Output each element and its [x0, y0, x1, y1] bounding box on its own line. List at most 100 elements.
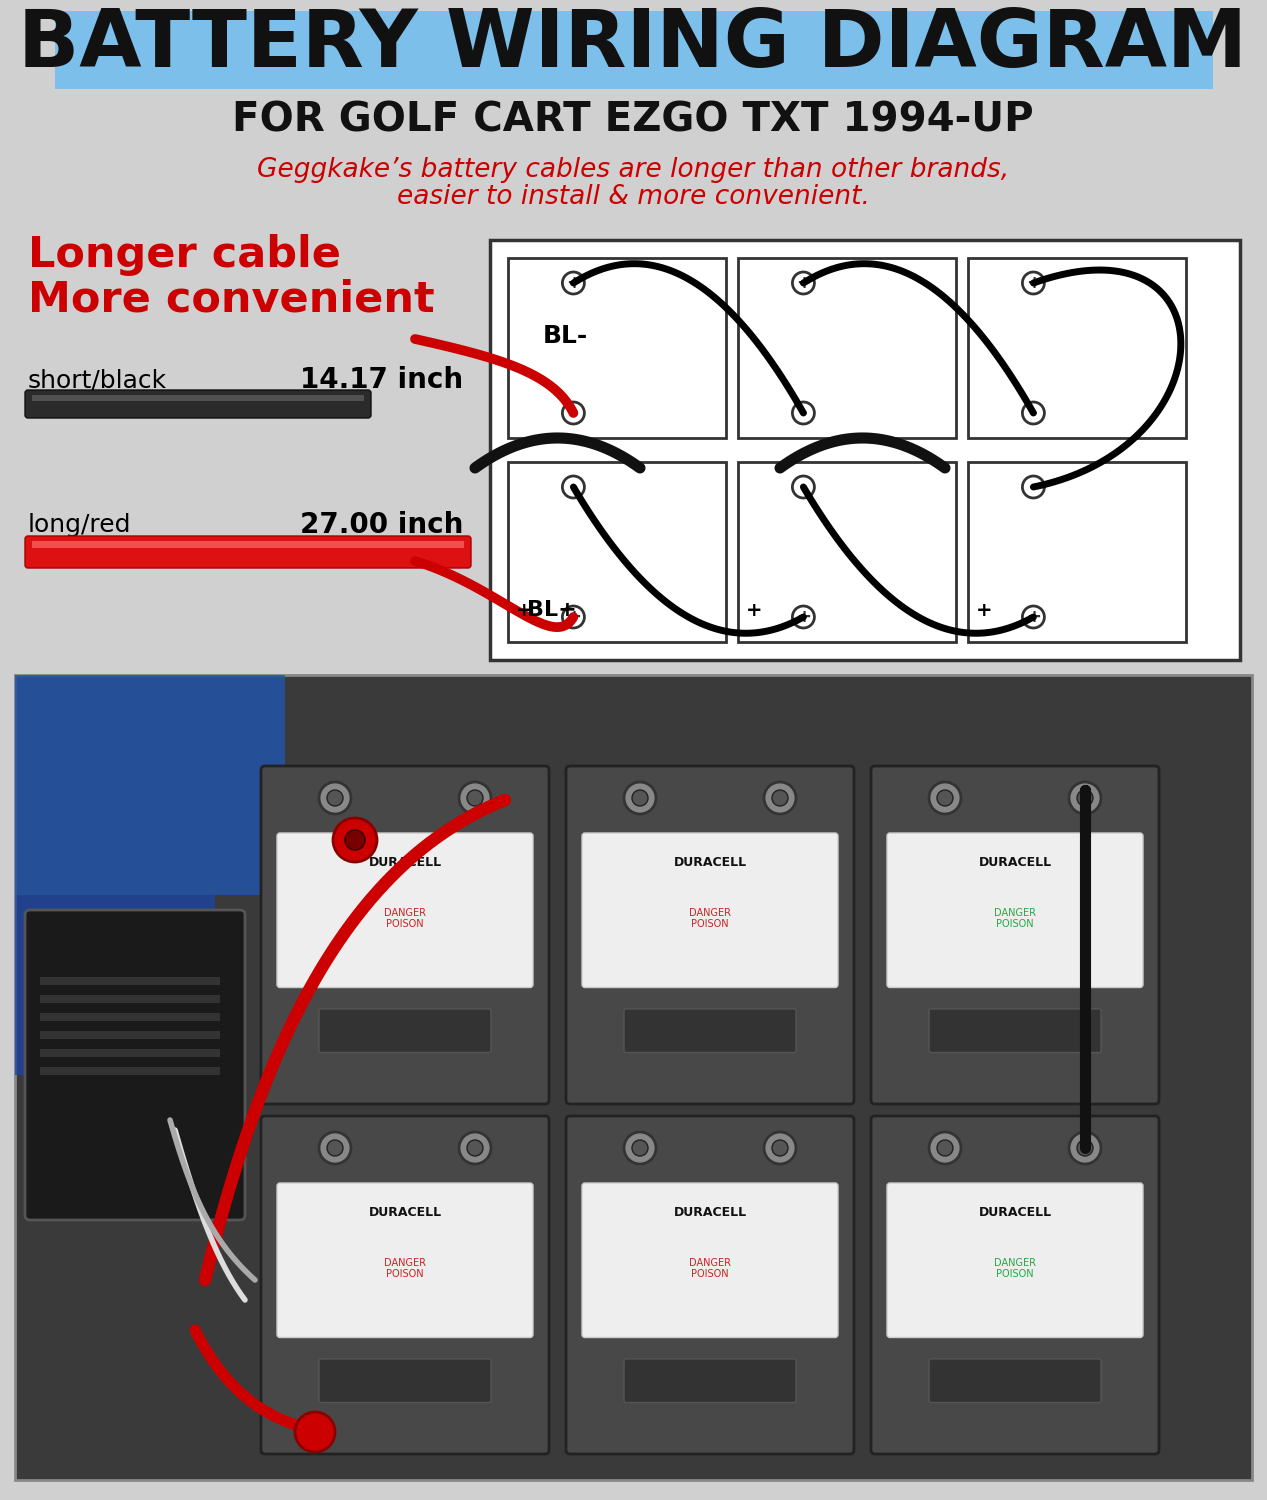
Text: FOR GOLF CART EZGO TXT 1994-UP: FOR GOLF CART EZGO TXT 1994-UP [232, 100, 1034, 140]
FancyBboxPatch shape [870, 1116, 1159, 1454]
Text: DURACELL: DURACELL [978, 1206, 1052, 1219]
Text: 27.00 inch: 27.00 inch [300, 512, 464, 538]
Circle shape [764, 782, 796, 814]
Circle shape [792, 606, 815, 628]
Circle shape [792, 272, 815, 294]
Text: -: - [1030, 404, 1038, 422]
Circle shape [1069, 1132, 1101, 1164]
Text: short/black: short/black [28, 368, 167, 392]
Text: -: - [1030, 478, 1038, 496]
Circle shape [1069, 782, 1101, 814]
Circle shape [772, 1140, 788, 1156]
Text: DANGER
POISON: DANGER POISON [689, 1257, 731, 1280]
FancyBboxPatch shape [582, 1184, 837, 1338]
FancyBboxPatch shape [566, 1116, 854, 1454]
FancyBboxPatch shape [261, 1116, 549, 1454]
FancyBboxPatch shape [319, 1010, 492, 1053]
Text: DURACELL: DURACELL [369, 856, 442, 868]
Text: easier to install & more convenient.: easier to install & more convenient. [397, 184, 869, 210]
Text: DANGER
POISON: DANGER POISON [384, 908, 426, 930]
Circle shape [459, 1132, 492, 1164]
Text: +: + [976, 600, 992, 619]
Circle shape [938, 790, 953, 806]
Circle shape [563, 606, 584, 628]
Circle shape [563, 402, 584, 424]
Circle shape [333, 818, 378, 862]
Circle shape [792, 402, 815, 424]
FancyBboxPatch shape [54, 10, 1213, 88]
Bar [41, 1066, 220, 1076]
FancyBboxPatch shape [625, 1010, 796, 1053]
FancyBboxPatch shape [25, 536, 471, 568]
Text: long/red: long/red [28, 513, 132, 537]
Circle shape [459, 782, 492, 814]
FancyBboxPatch shape [277, 1184, 533, 1338]
FancyBboxPatch shape [968, 462, 1186, 642]
Bar [41, 1048, 220, 1058]
Circle shape [468, 1140, 483, 1156]
Circle shape [1077, 1140, 1093, 1156]
Circle shape [929, 1132, 960, 1164]
Circle shape [792, 476, 815, 498]
Bar [15, 675, 1252, 1480]
Circle shape [319, 782, 351, 814]
Text: +: + [746, 600, 763, 619]
Text: +: + [566, 608, 580, 625]
Text: +: + [1026, 608, 1041, 625]
FancyBboxPatch shape [625, 1359, 796, 1402]
Circle shape [938, 1140, 953, 1156]
Circle shape [468, 790, 483, 806]
FancyBboxPatch shape [277, 833, 533, 987]
FancyBboxPatch shape [737, 258, 957, 438]
Circle shape [1022, 272, 1044, 294]
Circle shape [772, 790, 788, 806]
Circle shape [563, 272, 584, 294]
FancyBboxPatch shape [929, 1010, 1101, 1053]
FancyBboxPatch shape [582, 833, 837, 987]
Text: 14.17 inch: 14.17 inch [300, 366, 464, 394]
FancyBboxPatch shape [887, 833, 1143, 987]
Text: DURACELL: DURACELL [978, 856, 1052, 868]
Circle shape [1022, 402, 1044, 424]
Text: +: + [566, 274, 580, 292]
Circle shape [625, 1132, 656, 1164]
FancyBboxPatch shape [870, 766, 1159, 1104]
Bar [41, 976, 220, 986]
Text: DANGER
POISON: DANGER POISON [995, 908, 1036, 930]
Text: -: - [799, 478, 807, 496]
Circle shape [563, 476, 584, 498]
FancyBboxPatch shape [929, 1359, 1101, 1402]
Circle shape [632, 790, 647, 806]
Text: More convenient: More convenient [28, 279, 435, 321]
Bar [15, 675, 285, 896]
Text: DANGER
POISON: DANGER POISON [384, 1257, 426, 1280]
Text: DURACELL: DURACELL [674, 1206, 746, 1219]
Text: DANGER
POISON: DANGER POISON [689, 908, 731, 930]
FancyBboxPatch shape [319, 1359, 492, 1402]
Text: Longer cable: Longer cable [28, 234, 341, 276]
FancyBboxPatch shape [490, 240, 1240, 660]
Circle shape [327, 790, 343, 806]
Text: +: + [1026, 274, 1041, 292]
FancyBboxPatch shape [887, 1184, 1143, 1338]
Bar [15, 896, 215, 1076]
Circle shape [929, 782, 960, 814]
Bar [41, 994, 220, 1004]
Circle shape [764, 1132, 796, 1164]
Text: +: + [796, 274, 811, 292]
Text: BL+: BL+ [527, 600, 576, 619]
FancyBboxPatch shape [32, 394, 364, 400]
Bar [41, 1013, 220, 1022]
FancyBboxPatch shape [261, 766, 549, 1104]
FancyBboxPatch shape [508, 462, 726, 642]
Text: Geggkake’s battery cables are longer than other brands,: Geggkake’s battery cables are longer tha… [257, 158, 1009, 183]
Circle shape [625, 782, 656, 814]
Circle shape [632, 1140, 647, 1156]
Text: -: - [570, 404, 578, 422]
FancyBboxPatch shape [25, 910, 245, 1220]
Bar [41, 1030, 220, 1039]
FancyBboxPatch shape [566, 766, 854, 1104]
Circle shape [295, 1412, 334, 1452]
Text: BATTERY WIRING DIAGRAM: BATTERY WIRING DIAGRAM [19, 6, 1248, 84]
FancyBboxPatch shape [737, 462, 957, 642]
